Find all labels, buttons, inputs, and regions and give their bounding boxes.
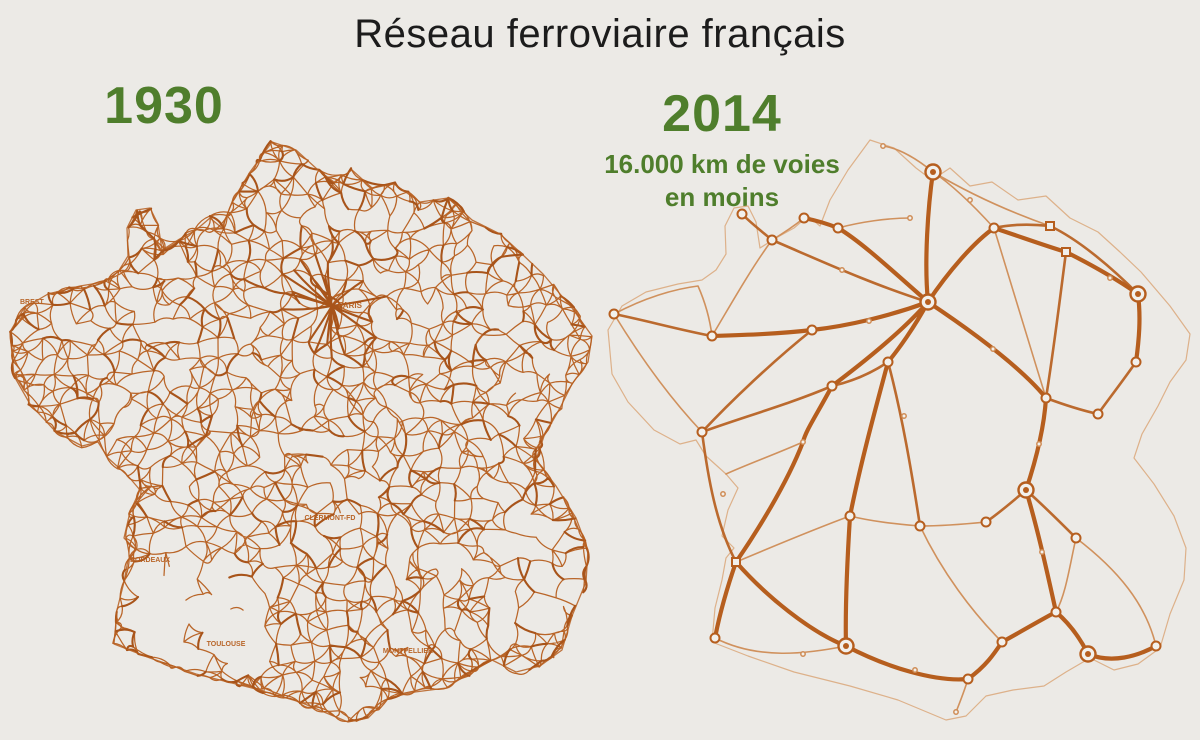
city-label-clermont-fd: CLERMONT-FD: [305, 515, 356, 522]
station-node-small: [912, 667, 918, 673]
page-title: Réseau ferroviaire français: [354, 12, 846, 56]
map-2014-sparse-rail-network: [607, 139, 1191, 721]
year-label-2014: 2014: [662, 85, 782, 143]
station-node-square: [1061, 247, 1071, 257]
city-label-montpellier: MONTPELLIER: [383, 648, 433, 655]
station-node: [706, 330, 718, 342]
station-node-hub-center: [930, 169, 936, 175]
station-node-small: [866, 318, 872, 324]
station-node: [1150, 640, 1162, 652]
station-node-small: [1036, 441, 1042, 447]
station-node-small: [990, 346, 996, 352]
map-1930-dense-rail-network: BREST PARIS CLERMONT-FD BORDEAUX TOULOUSE MON…: [9, 140, 593, 723]
station-node: [882, 356, 894, 368]
station-node-hub-center: [925, 299, 931, 305]
station-node: [980, 516, 992, 528]
station-node: [798, 212, 810, 224]
station-node: [736, 208, 748, 220]
station-node: [608, 308, 620, 320]
station-node: [1050, 606, 1062, 618]
city-label-brest: BREST: [20, 299, 44, 306]
station-node: [806, 324, 818, 336]
station-node: [996, 636, 1008, 648]
subtitle-line-1: 16.000 km de voies: [604, 149, 840, 179]
station-node-square: [1045, 221, 1055, 231]
station-node-small: [907, 215, 913, 221]
station-node: [696, 426, 708, 438]
city-label-toulouse: TOULOUSE: [207, 641, 246, 648]
subtitle-line-2: en moins: [664, 182, 780, 213]
station-node: [1070, 532, 1082, 544]
city-label-bordeaux: BORDEAUX: [130, 557, 170, 564]
station-node-small: [800, 651, 806, 657]
station-node-small: [839, 267, 845, 273]
station-node-small: [967, 197, 973, 203]
station-node-square: [731, 557, 741, 567]
subtitle-track-reduction: 16.000 km de voies en moins: [552, 148, 892, 215]
station-node: [962, 673, 974, 685]
station-node-small: [953, 709, 959, 715]
station-node: [766, 234, 778, 246]
station-node: [914, 520, 926, 532]
station-node-small: [901, 413, 907, 419]
station-node-small: [1107, 275, 1113, 281]
station-node: [1040, 392, 1052, 404]
station-node: [832, 222, 844, 234]
station-node: [709, 632, 721, 644]
station-node-hub-center: [1023, 487, 1029, 493]
station-node: [826, 380, 838, 392]
station-node: [1130, 356, 1142, 368]
station-node-hub-center: [1085, 651, 1091, 657]
station-node: [1092, 408, 1104, 420]
year-label-1930: 1930: [104, 77, 224, 135]
station-node-hub-center: [843, 643, 849, 649]
station-node-small: [800, 439, 806, 445]
station-node-small: [720, 491, 726, 497]
station-node-small: [1039, 549, 1045, 555]
station-node: [988, 222, 1000, 234]
station-node-hub-center: [1135, 291, 1141, 297]
station-node: [844, 510, 856, 522]
city-label-paris: PARIS: [338, 301, 363, 310]
station-node-small: [880, 143, 886, 149]
